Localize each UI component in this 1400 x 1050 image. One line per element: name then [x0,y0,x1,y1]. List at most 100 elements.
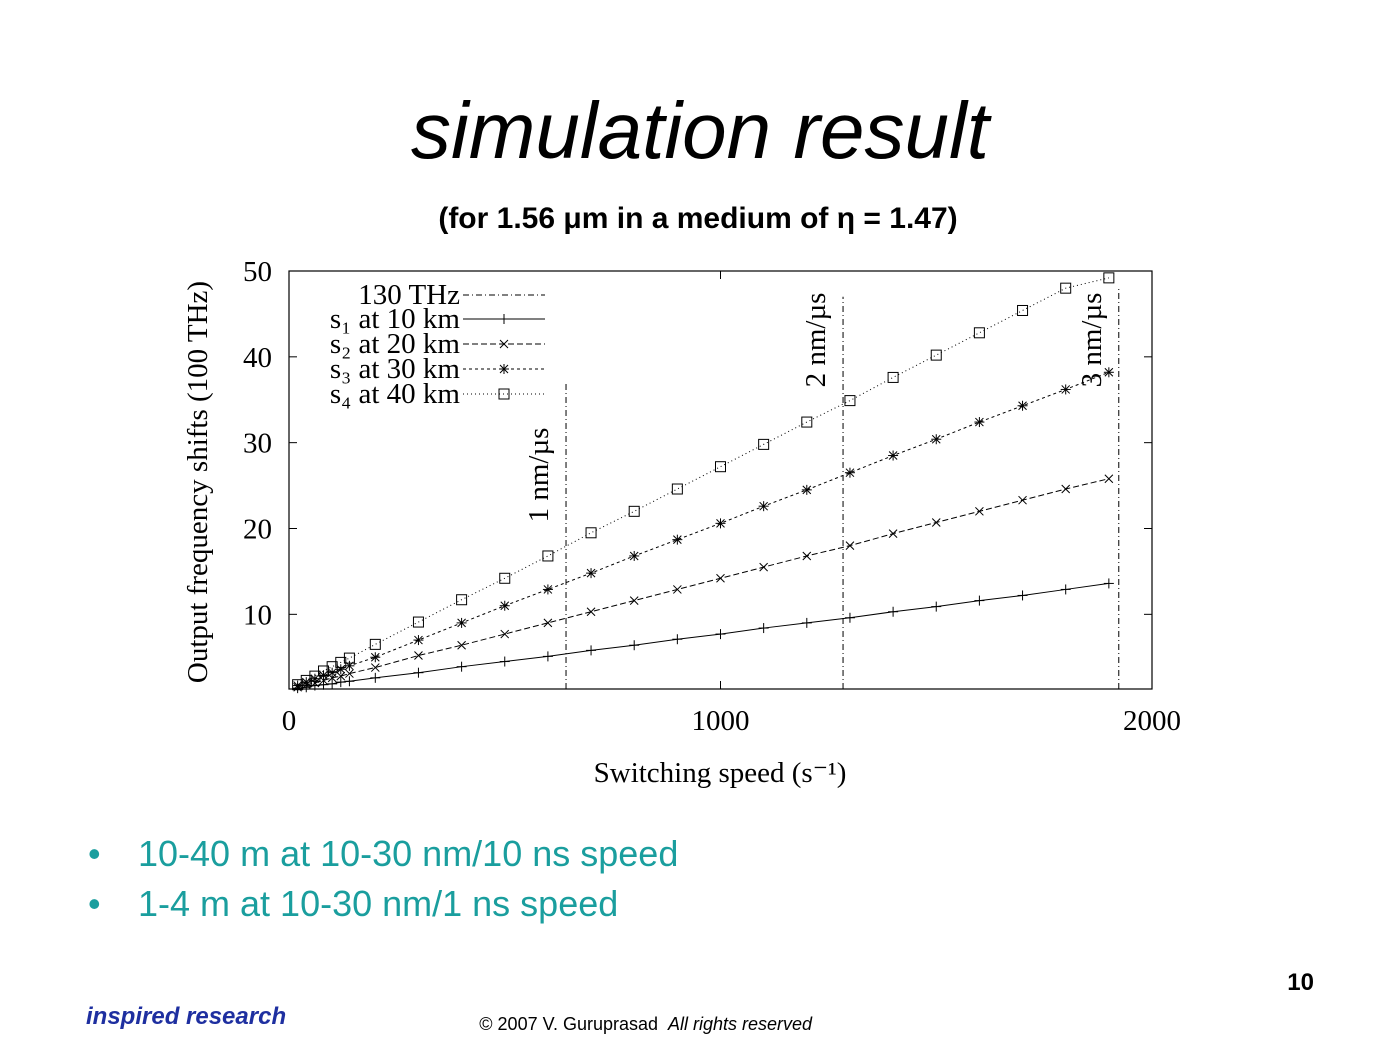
marker-stroke [888,529,898,538]
marker-stroke [716,573,725,583]
marker-stroke [336,671,346,681]
data-point [629,550,640,561]
data-point [930,349,942,361]
marker-stroke [671,483,683,495]
marker-stroke [629,596,639,605]
data-point [318,679,329,690]
marker-stroke [293,681,302,690]
marker-stroke [801,416,813,428]
marker-stroke [888,451,898,460]
marker-stroke [326,661,338,673]
x-tick-label: 0 [282,705,297,737]
marker-stroke [412,616,424,628]
data-point [370,672,381,683]
data-point [343,652,355,664]
x-tick-label: 2000 [1123,705,1181,737]
data-point [801,484,812,495]
data-point [629,640,640,651]
marker-stroke [802,551,812,561]
page-number: 10 [1287,969,1314,996]
marker-stroke [319,670,328,680]
data-point [414,651,423,660]
data-point [802,551,812,561]
marker-stroke [975,506,984,516]
data-point [845,541,855,551]
marker-stroke [318,665,330,677]
marker-stroke [499,572,511,584]
copyright: © 2007 V. Guruprasad [479,1014,658,1034]
data-point [975,506,984,516]
reference-label: 3 nm/µs [1076,293,1108,388]
x-axis-label: Switching speed (s⁻¹) [594,757,847,789]
data-point [542,584,553,595]
data-point [1061,484,1071,494]
data-point [716,573,725,583]
data-point [629,596,639,605]
data-point [542,651,553,662]
bullet: 10-40 m at 10-30 nm/10 ns speed [138,833,678,874]
marker-stroke [759,562,769,572]
data-point [370,663,380,672]
marker-stroke [343,652,355,664]
data-point [672,585,682,594]
marker-stroke [500,629,510,639]
data-point [1103,272,1115,284]
data-point [586,568,597,579]
marker-stroke [1104,367,1114,377]
slide-subtitle: (for 1.56 μm in a medium of η = 1.47) [438,202,957,235]
data-point [931,434,942,445]
data-point [715,461,726,473]
data-point [974,595,985,606]
marker-stroke [543,585,553,594]
data-point [543,618,553,628]
data-point [327,678,338,689]
data-point [1017,400,1028,411]
data-point [844,612,855,623]
marker-stroke [586,568,596,578]
marker-stroke [499,364,509,374]
bullet-dot: • [88,883,101,924]
data-point [345,669,354,678]
data-point [369,638,381,650]
marker-stroke [672,585,682,594]
marker-stroke [370,663,380,672]
marker-stroke [1103,272,1115,284]
data-point [456,594,468,606]
data-point [758,501,769,512]
data-point [542,550,554,562]
data-point [326,661,338,673]
reference-label: 2 nm/µs [800,293,832,388]
data-point [500,629,510,639]
legend-marker [498,388,510,400]
data-point [335,677,346,688]
data-point [715,629,726,640]
marker-stroke [1018,401,1027,411]
y-tick-label: 50 [243,256,272,288]
data-point [672,634,683,645]
marker-stroke [887,371,899,383]
data-point [973,327,985,339]
marker-stroke [975,417,984,427]
data-point [300,674,312,686]
data-point [671,483,683,495]
marker-stroke [802,485,812,495]
data-point [292,679,304,691]
marker-stroke [414,651,423,660]
data-point [759,562,769,572]
data-point [456,617,467,628]
data-point [1018,495,1027,505]
legend-label: 130 THz [358,279,460,311]
data-point [1103,367,1114,378]
marker-stroke [327,668,337,678]
logo: inspired research [86,1003,286,1030]
bullet-dot: • [88,833,101,874]
marker-stroke [585,527,597,539]
marker-stroke [414,635,423,645]
data-point [1103,578,1114,589]
marker-stroke [672,535,682,545]
legend-label: s₂ at 20 km [330,328,461,360]
data-point [457,640,466,650]
data-point [888,606,899,617]
data-point [412,616,424,628]
